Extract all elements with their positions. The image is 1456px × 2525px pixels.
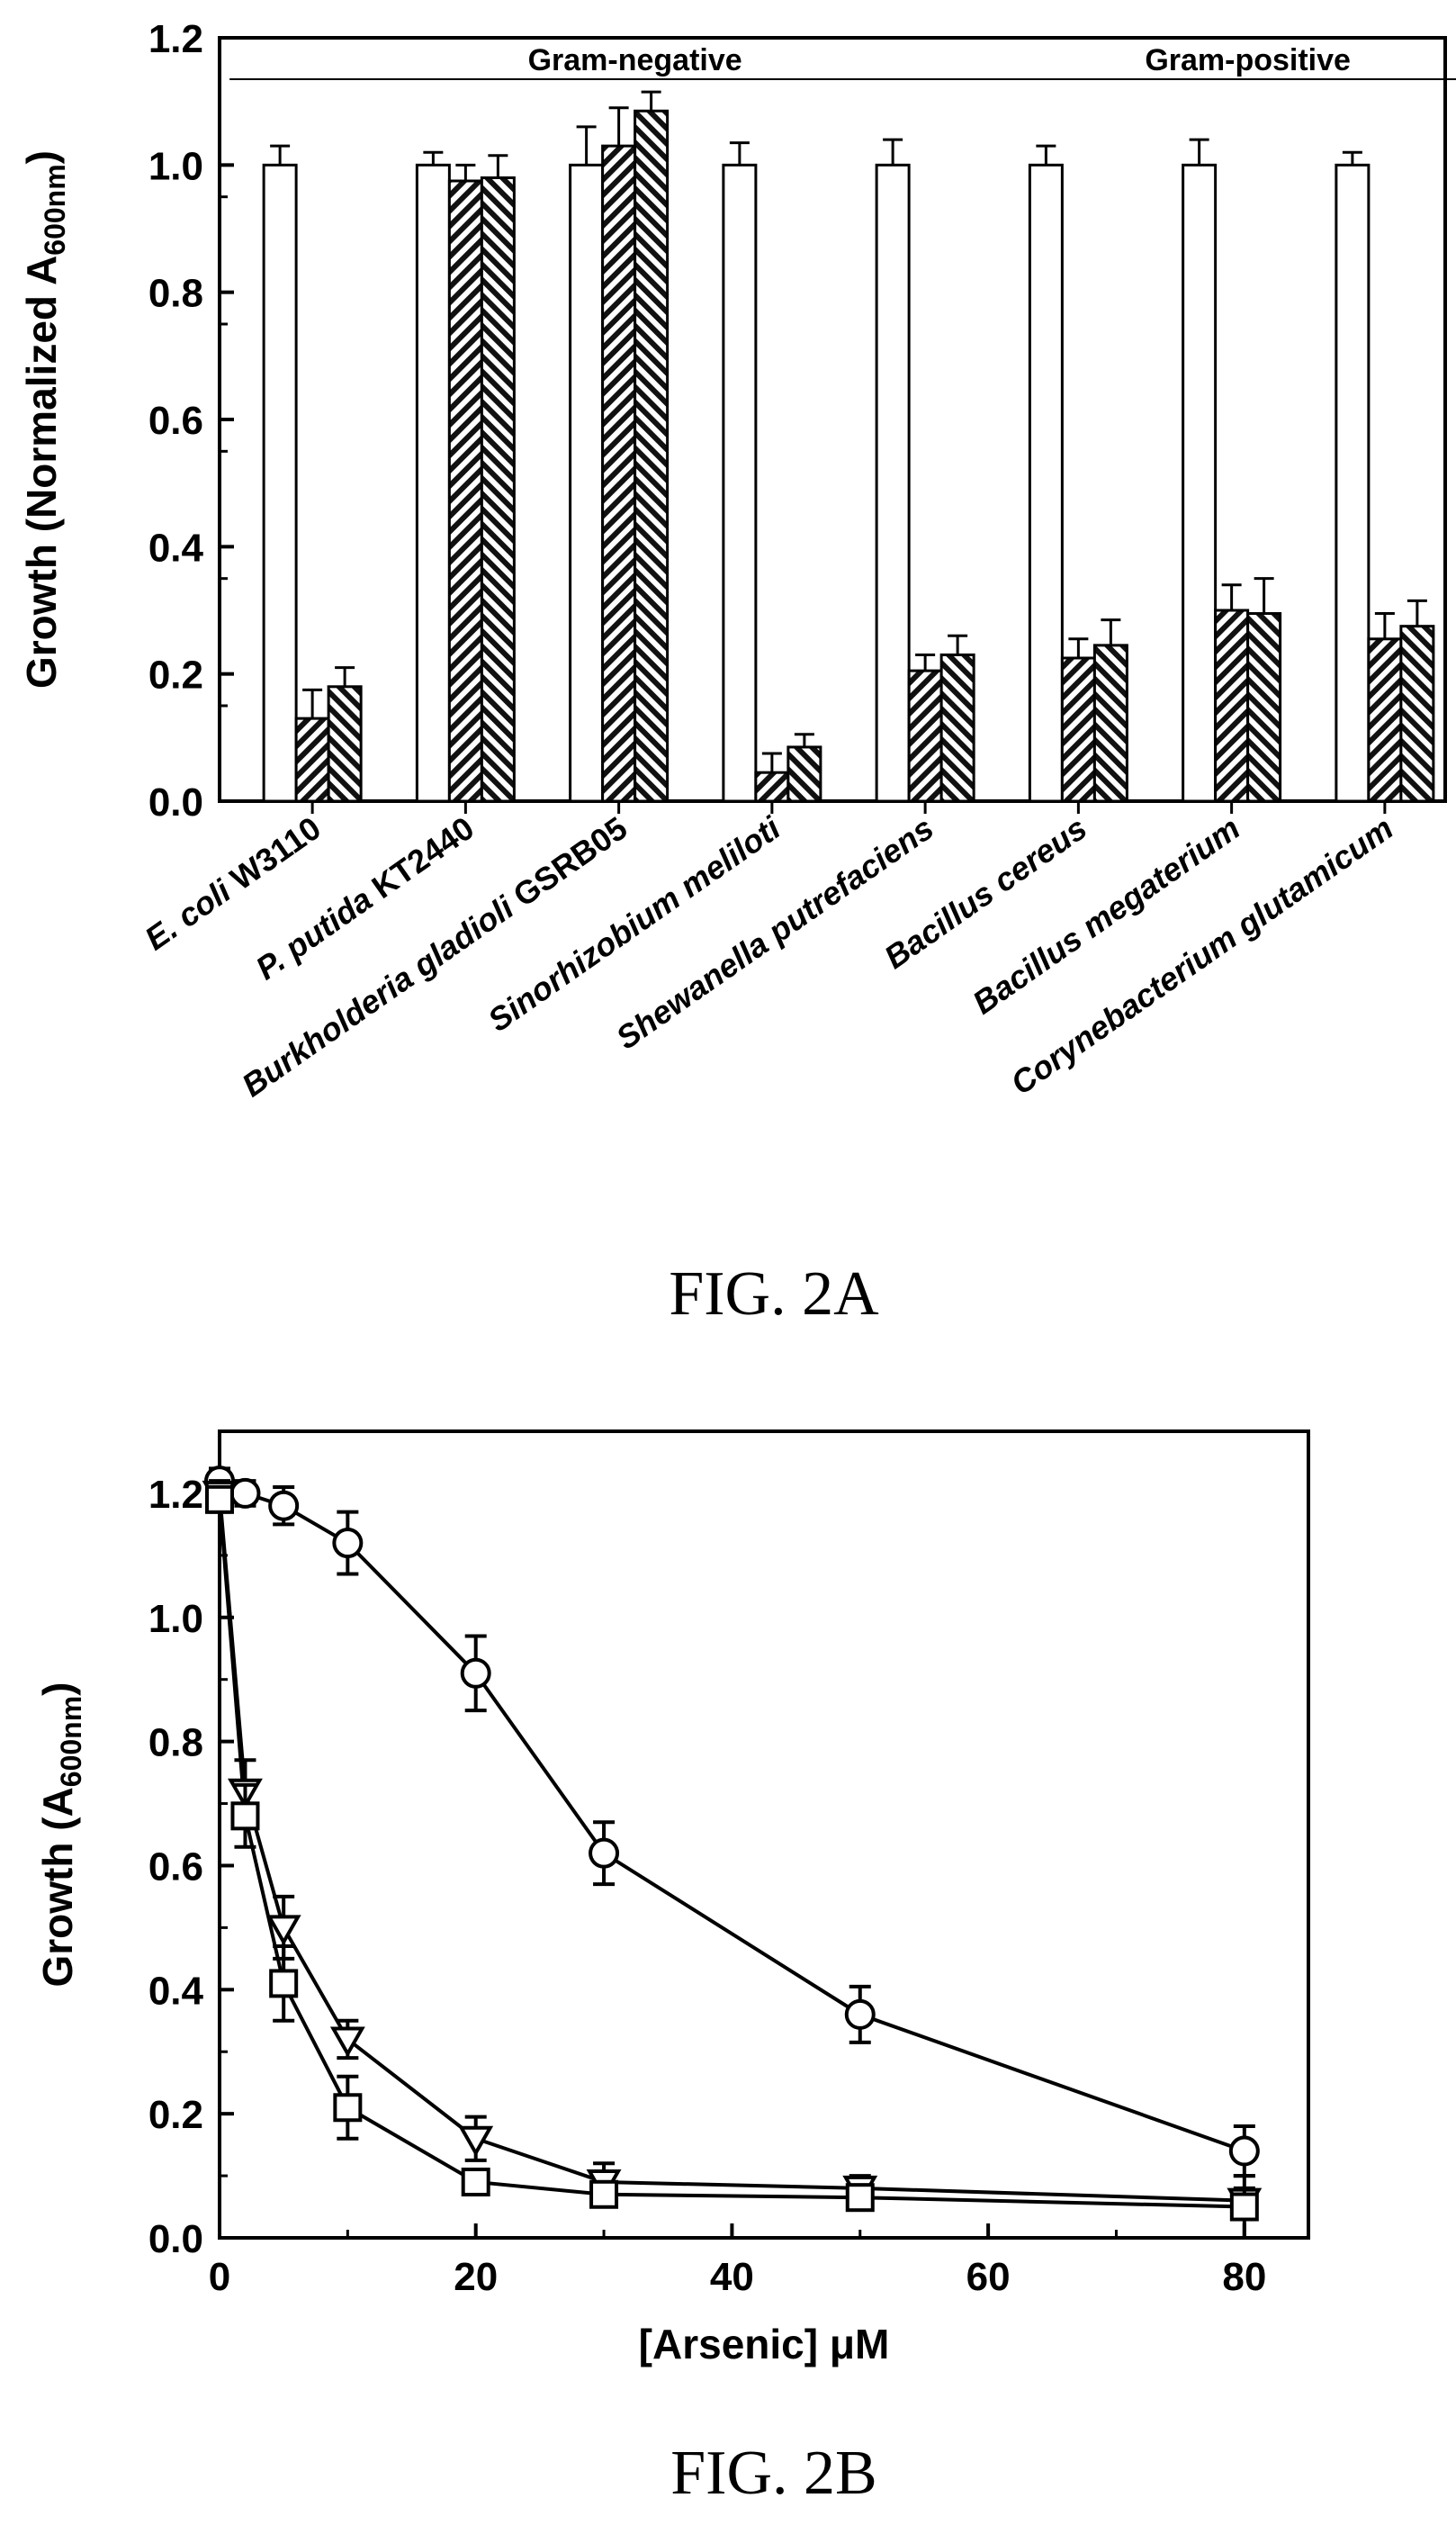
bar — [294, 717, 330, 803]
bar — [262, 163, 298, 803]
bar — [1028, 163, 1064, 803]
y-tick-label: 0.6 — [148, 399, 203, 443]
x-tick-label: 40 — [710, 2255, 754, 2299]
y-tick-label: 0.4 — [148, 1969, 204, 2013]
bar — [1399, 625, 1435, 803]
y-axis-label: Growth (A600nm) — [34, 1682, 87, 1987]
bar — [447, 179, 483, 803]
bar — [1367, 637, 1403, 803]
bar — [1214, 609, 1250, 803]
bar — [634, 109, 670, 803]
bar — [907, 669, 943, 803]
bar — [601, 144, 637, 803]
y-tick-label: 0.0 — [148, 780, 203, 825]
bar — [1246, 612, 1282, 803]
y-tick-label: 0.6 — [148, 1844, 203, 1889]
data-point-circle — [1228, 2135, 1260, 2167]
group-label: Gram-negative — [528, 43, 742, 77]
x-axis-label: [Arsenic] μM — [639, 2321, 890, 2367]
figure-caption: FIG. 2B — [670, 2439, 876, 2508]
bar — [939, 653, 975, 803]
bar — [875, 163, 911, 803]
y-tick-label: 1.2 — [148, 17, 203, 61]
x-tick-label: 20 — [454, 2255, 498, 2299]
data-point-circle — [268, 1490, 300, 1521]
bar — [569, 163, 605, 803]
y-tick-label: 1.0 — [148, 144, 203, 188]
data-point-circle — [460, 1657, 491, 1689]
data-point-square — [589, 2179, 619, 2209]
y-tick-label: 0.2 — [148, 654, 203, 698]
data-point-circle — [332, 1528, 364, 1559]
line-chart-panel: 0.0 0.2 0.4 0.6 0.8 1.0 1.2 0 20 40 60 80 Growth (A… — [34, 1429, 1310, 2508]
bar — [786, 745, 822, 803]
y-tick-label: 1.2 — [148, 1473, 203, 1517]
x-category-label: Sinorhizobium meliloti — [481, 808, 788, 1039]
x-tick-label: 0 — [209, 2255, 230, 2299]
data-point-square — [461, 2167, 490, 2196]
x-tick-label: 80 — [1222, 2255, 1266, 2299]
data-point-triangle — [265, 1915, 301, 1946]
plot-frame — [218, 1429, 1310, 2240]
bar — [1335, 163, 1371, 803]
y-axis-label: Growth (Normalized A600nm) — [18, 150, 71, 689]
bar — [754, 771, 790, 803]
bar — [327, 685, 363, 803]
x-category-label: Bacillus megaterium — [966, 809, 1246, 1022]
series-line — [219, 1479, 1245, 2153]
data-point-square — [1229, 2192, 1259, 2222]
bar — [480, 176, 516, 803]
data-point-circle — [229, 1477, 261, 1509]
data-point-triangle — [458, 2125, 494, 2157]
y-tick-label: 1.0 — [148, 1597, 203, 1641]
y-tick-label: 0.0 — [148, 2217, 203, 2261]
y-tick-label: 0.4 — [148, 526, 204, 570]
y-tick-label: 0.2 — [148, 2093, 203, 2137]
data-point-triangle — [329, 2026, 365, 2058]
data-point-square — [230, 1801, 260, 1831]
series-line — [218, 1499, 1245, 2209]
y-tick-label: 0.8 — [148, 272, 203, 316]
bar — [722, 163, 758, 803]
group-label: Gram-positive — [1145, 43, 1351, 77]
data-point-circle — [844, 1998, 876, 2030]
data-point-square — [845, 2183, 875, 2213]
bar — [415, 163, 451, 803]
bar — [1182, 163, 1218, 803]
y-tick-label: 0.8 — [148, 1721, 203, 1765]
bar — [1060, 656, 1096, 803]
bar — [1092, 644, 1128, 803]
data-point-circle — [589, 1837, 620, 1869]
data-point-square — [269, 1969, 299, 1998]
data-point-square — [205, 1484, 234, 1514]
data-point-square — [333, 2093, 363, 2123]
figure-caption: FIG. 2A — [669, 1259, 879, 1329]
x-tick-label: 60 — [966, 2255, 1011, 2299]
